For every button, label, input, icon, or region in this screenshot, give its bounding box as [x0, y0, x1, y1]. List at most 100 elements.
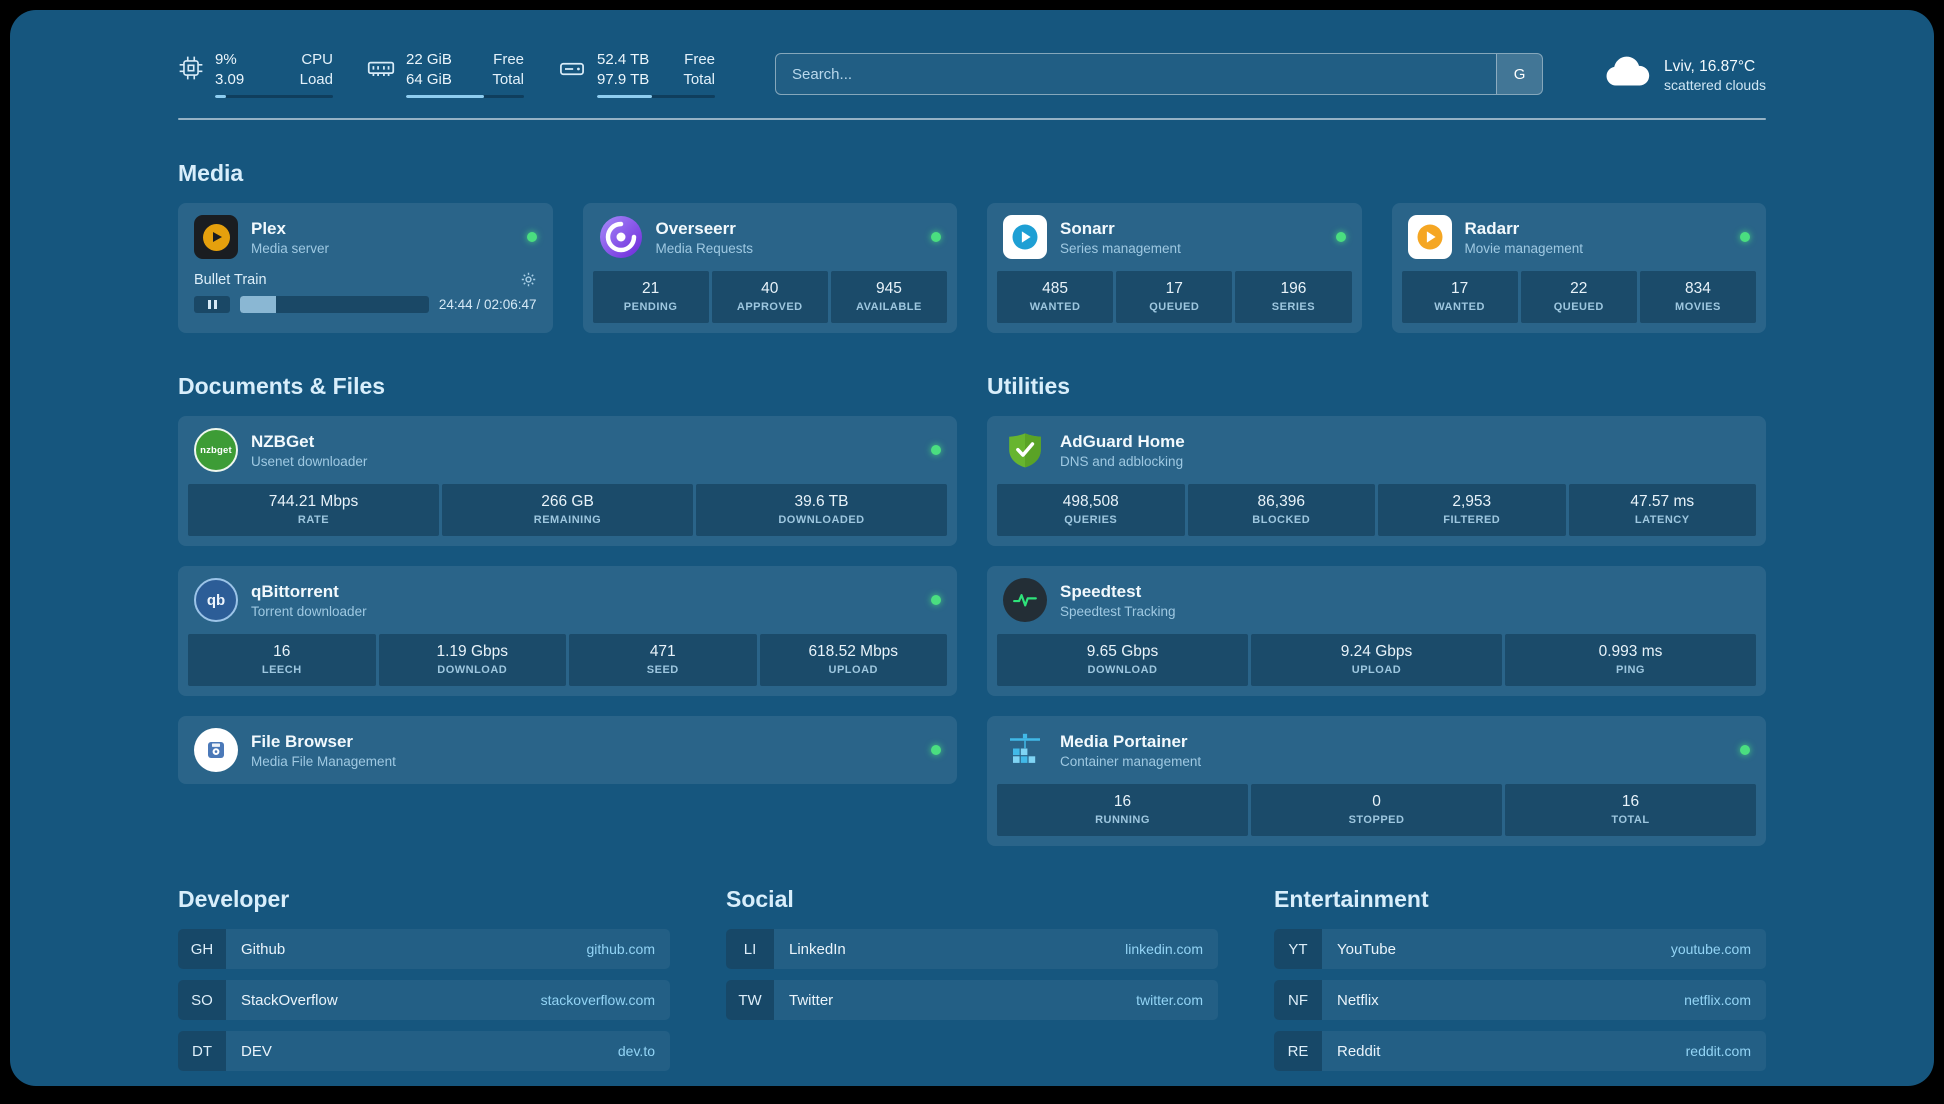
bookmark-netflix[interactable]: NF Netflix netflix.com: [1274, 980, 1766, 1020]
service-subtitle: Speedtest Tracking: [1060, 603, 1176, 619]
bookmark-reddit[interactable]: RE Reddit reddit.com: [1274, 1031, 1766, 1071]
sonarr-header: Sonarr Series management: [987, 203, 1362, 271]
bookmark-abbr: RE: [1274, 1031, 1322, 1071]
memory-icon: [367, 55, 395, 83]
disk-free-value: 52.4 TB: [597, 51, 650, 68]
filebrowser-icon: [194, 728, 238, 772]
service-name: Sonarr: [1060, 218, 1115, 238]
stat-value: 471: [649, 643, 676, 660]
stat-value: 9.65 Gbps: [1086, 643, 1159, 660]
stat-value: 21: [641, 280, 660, 297]
service-card-plex[interactable]: Plex Media server Bullet Train: [178, 203, 553, 333]
bookmark-domain: youtube.com: [1670, 941, 1751, 957]
stat-tile: 485 WANTED: [997, 271, 1114, 323]
stat-label: TOTAL: [1611, 814, 1650, 826]
bookmark-linkedin[interactable]: LI LinkedIn linkedin.com: [726, 929, 1218, 969]
stat-label: MOVIES: [1675, 301, 1721, 313]
utilities-column: Utilities: [987, 333, 1766, 846]
bookmark-dev[interactable]: DT DEV dev.to: [178, 1031, 670, 1071]
cpu-load-value: 3.09: [215, 71, 245, 88]
service-subtitle: Container management: [1060, 753, 1202, 769]
bookmark-name: Reddit: [1337, 1042, 1381, 1060]
stat-label: UPLOAD: [828, 664, 878, 676]
stat-value: 618.52 Mbps: [808, 643, 899, 660]
stat-label: RATE: [297, 514, 330, 526]
bookmark-stackoverflow[interactable]: SO StackOverflow stackoverflow.com: [178, 980, 670, 1020]
portainer-stats: 16 RUNNING 0 STOPPED 16 TOTAL: [987, 784, 1766, 846]
portainer-header: Media Portainer Container management: [987, 716, 1766, 784]
service-subtitle: Series management: [1060, 240, 1181, 256]
service-card-portainer[interactable]: Media Portainer Container management 16 R…: [987, 716, 1766, 846]
service-card-sonarr[interactable]: Sonarr Series management 485 WANTED 17 QUE…: [987, 203, 1362, 333]
service-card-radarr[interactable]: Radarr Movie management 17 WANTED 22 QUEUE…: [1391, 203, 1766, 333]
service-name: Overseerr: [655, 218, 736, 238]
memory-total-label: Total: [492, 71, 524, 88]
radarr-icon: [1407, 215, 1452, 259]
cpu-usage-label: CPU: [301, 51, 333, 68]
service-card-adguard[interactable]: AdGuard Home DNS and adblocking 498,508 Q…: [987, 416, 1766, 546]
stat-tile: 196 SERIES: [1235, 271, 1352, 323]
stat-label: SEED: [646, 664, 679, 676]
disk-free-label: Free: [684, 51, 715, 68]
stat-label: WANTED: [1434, 301, 1485, 313]
bookmark-github[interactable]: GH Github github.com: [178, 929, 670, 969]
weather-location: Lviv, 16.87°C: [1664, 57, 1756, 75]
stat-label: QUERIES: [1064, 514, 1118, 526]
stat-value: 196: [1280, 280, 1307, 297]
status-dot: [1740, 745, 1750, 755]
bookmark-name: Github: [241, 940, 286, 958]
nzbget-header: nzbget NZBGet Usenet downloader: [178, 416, 957, 484]
stat-label: LEECH: [261, 664, 302, 676]
stat-value: 834: [1684, 280, 1711, 297]
search-input[interactable]: [776, 65, 1497, 83]
memory-free-value: 22 GiB: [406, 51, 452, 68]
stat-value: 0: [1372, 793, 1381, 810]
stat-label: DOWNLOAD: [437, 664, 508, 676]
status-dot: [1740, 232, 1750, 242]
bookmark-twitter[interactable]: TW Twitter twitter.com: [726, 980, 1218, 1020]
service-card-filebrowser[interactable]: File Browser Media File Management: [178, 716, 957, 784]
service-card-overseerr[interactable]: Overseerr Media Requests 21 PENDING 40 APP…: [582, 203, 957, 333]
service-card-nzbget[interactable]: nzbget NZBGet Usenet downloader 744.21 M…: [178, 416, 957, 546]
bookmark-domain: netflix.com: [1684, 992, 1751, 1008]
bookmark-abbr: DT: [178, 1031, 226, 1071]
service-name: Plex: [251, 218, 286, 238]
stat-value: 22: [1570, 280, 1588, 297]
cpu-progress-fill: [215, 95, 226, 98]
memory-progress-track: [406, 95, 524, 98]
bookmark-youtube[interactable]: YT YouTube youtube.com: [1274, 929, 1766, 969]
search-provider-button[interactable]: G: [1496, 54, 1543, 94]
stat-tile: 17 QUEUED: [1116, 271, 1233, 323]
stat-value: 16: [1621, 793, 1640, 810]
bookmark-domain: stackoverflow.com: [540, 992, 655, 1008]
service-name: Radarr: [1464, 218, 1520, 238]
pause-button[interactable]: [194, 296, 230, 313]
speedtest-header: Speedtest Speedtest Tracking: [987, 566, 1766, 634]
cpu-readout: 9% CPU 3.09 Load: [215, 50, 333, 98]
stat-value: 16: [1113, 793, 1132, 810]
service-subtitle: Movie management: [1464, 240, 1584, 256]
playback-progress-track: [240, 296, 429, 313]
service-card-qbittorrent[interactable]: qb qBittorrent Torrent downloader 16 LEEC…: [178, 566, 957, 696]
sonarr-icon: [1003, 215, 1047, 259]
stat-label: UPLOAD: [1351, 664, 1402, 676]
stat-label: APPROVED: [736, 301, 803, 313]
memory-free-label: Free: [493, 51, 524, 68]
stat-tile: 1.19 Gbps DOWNLOAD: [378, 634, 566, 686]
memory-total-value: 64 GiB: [406, 71, 452, 88]
disk-readout: 52.4 TB Free 97.9 TB Total: [597, 50, 715, 98]
filebrowser-header: File Browser Media File Management: [178, 716, 957, 784]
service-subtitle: Media Requests: [655, 240, 754, 256]
middle-columns: Documents & Files nzbget NZBGet Usenet d…: [178, 333, 1766, 846]
topbar: 9% CPU 3.09 Load 22 GiB Free 64 GiB Total: [178, 50, 1766, 98]
gear-icon[interactable]: [520, 271, 537, 288]
stat-tile: 498,508 QUERIES: [997, 484, 1185, 536]
bookmark-abbr: TW: [726, 980, 774, 1020]
status-dot: [931, 745, 941, 755]
stat-value: 39.6 TB: [794, 493, 849, 510]
playback-time: 24:44 / 02:06:47: [438, 297, 537, 312]
service-card-speedtest[interactable]: Speedtest Speedtest Tracking 9.65 Gbps DO…: [987, 566, 1766, 696]
stat-label: STOPPED: [1348, 814, 1405, 826]
bookmark-name: Netflix: [1337, 991, 1379, 1009]
bookmark-domain: twitter.com: [1136, 992, 1203, 1008]
